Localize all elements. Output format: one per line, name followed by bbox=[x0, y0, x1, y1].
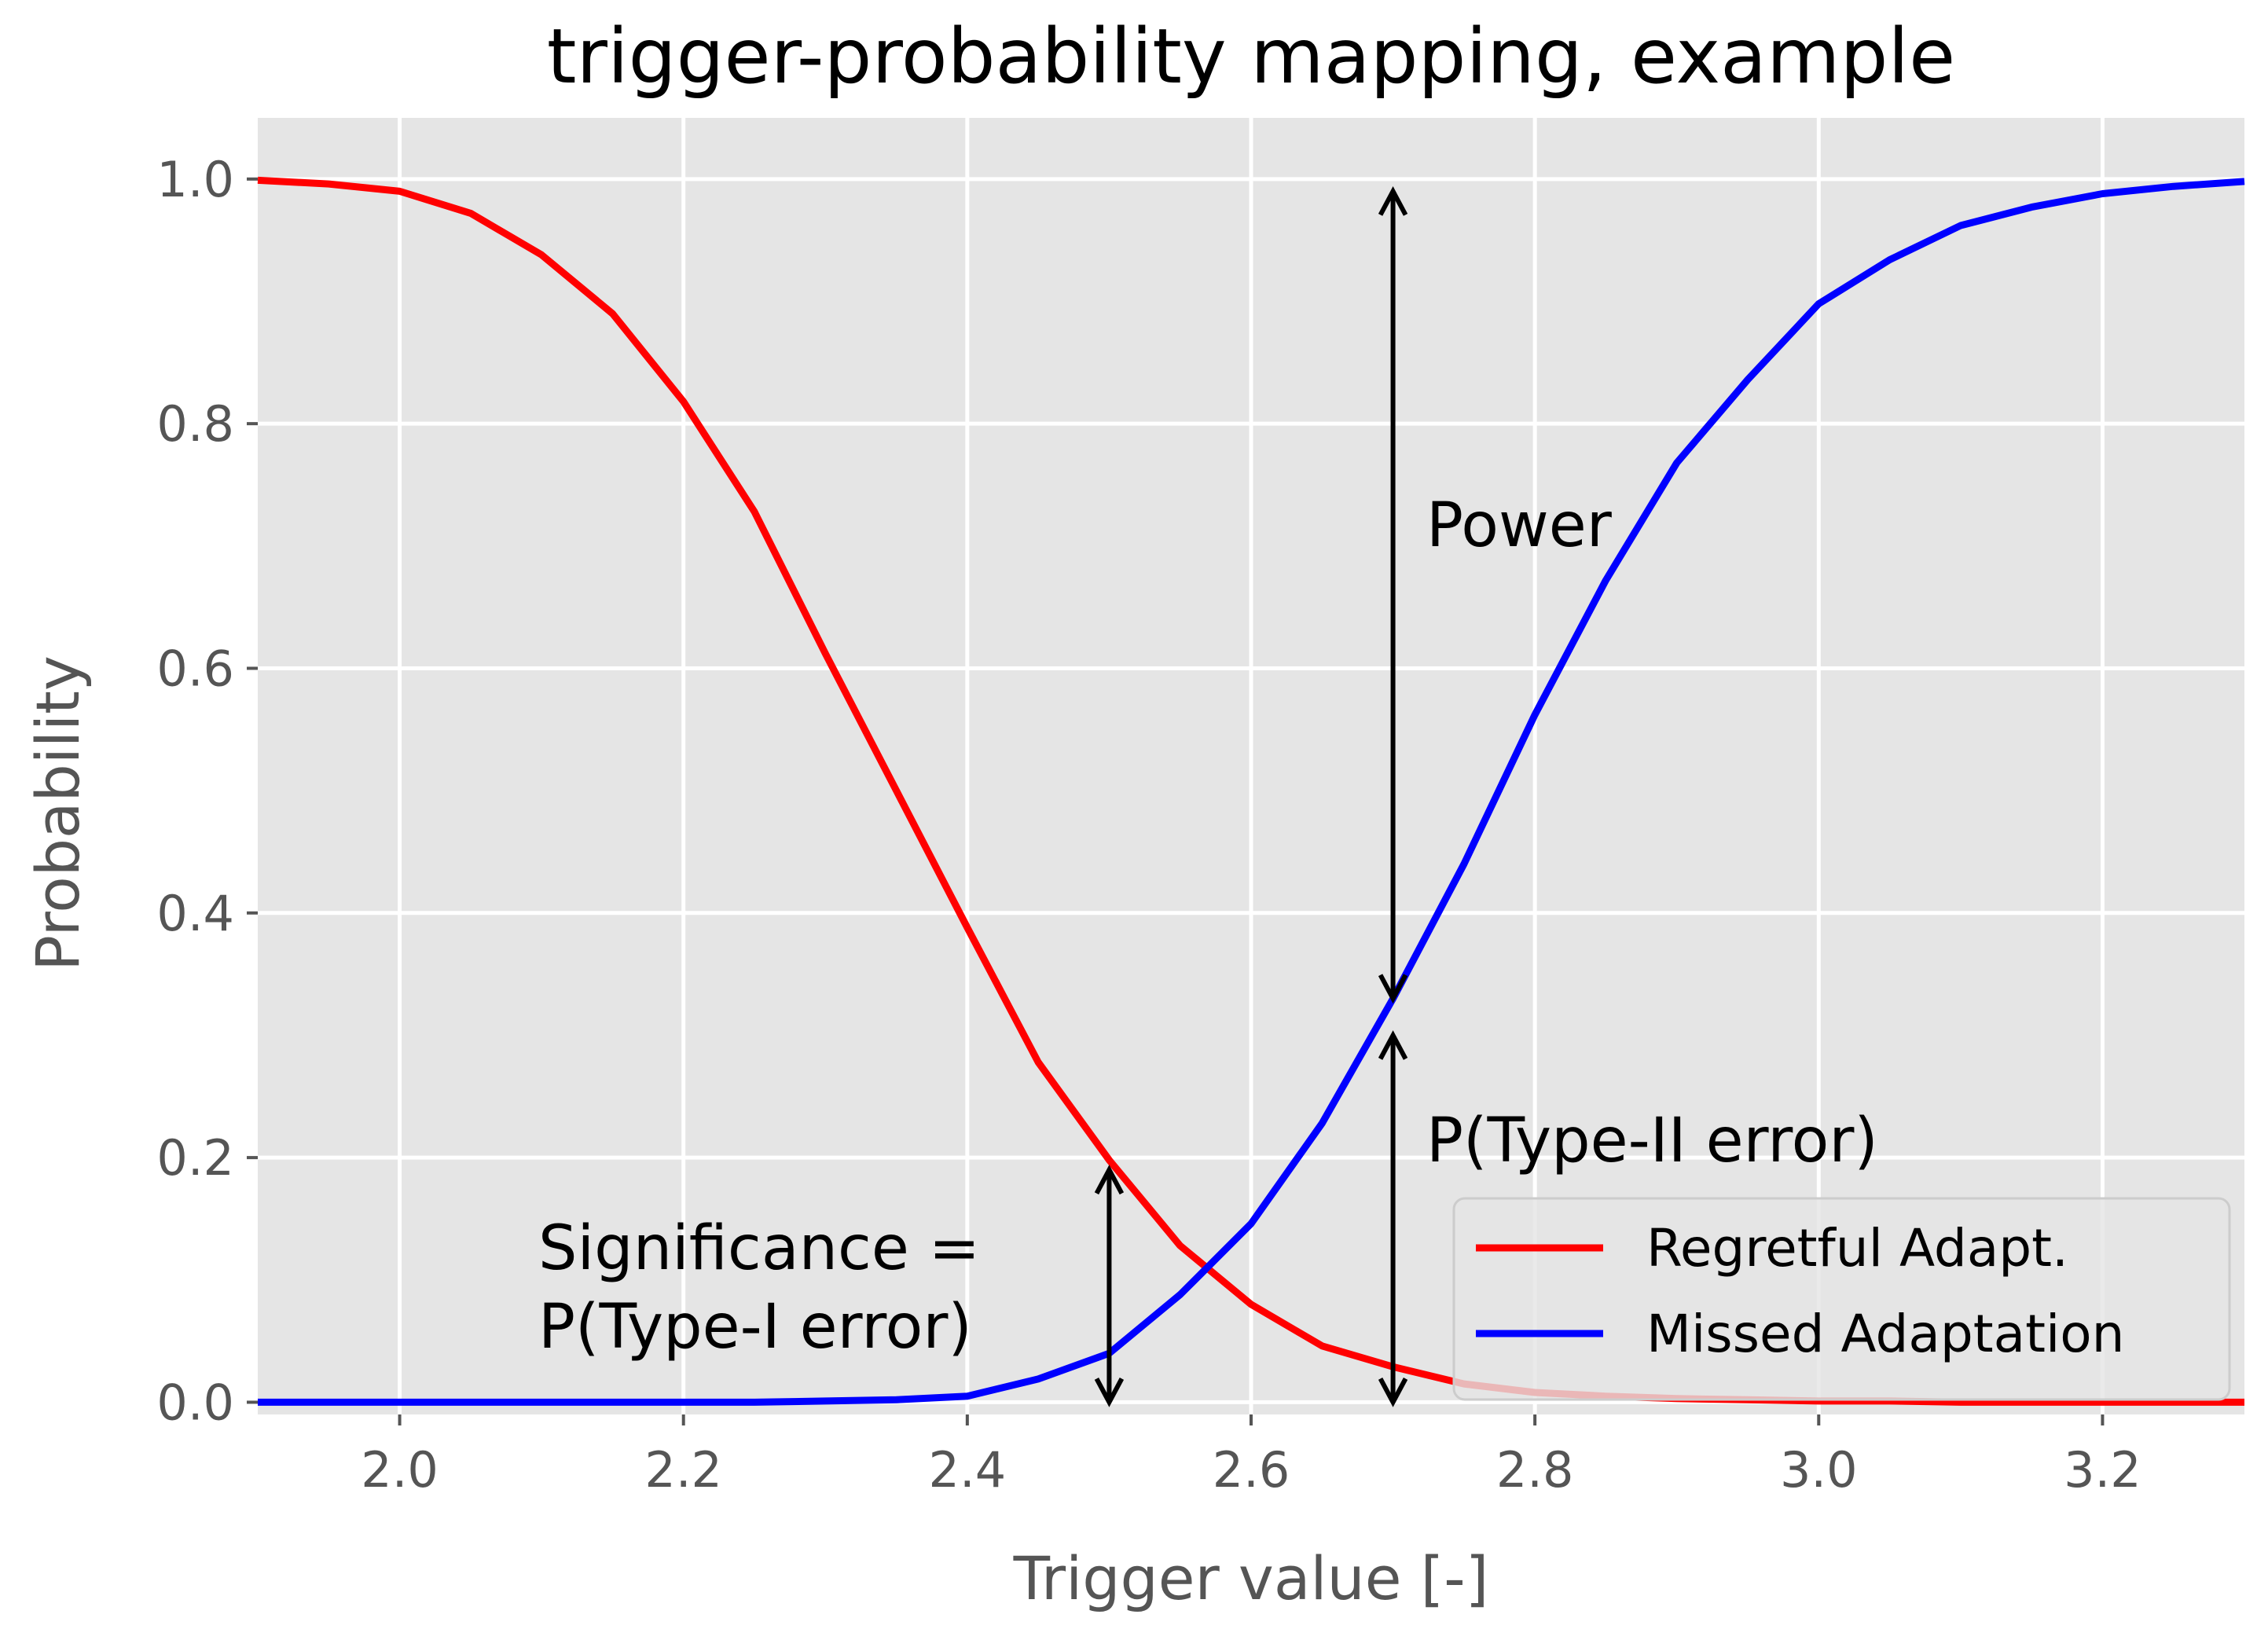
x-tick-label: 3.0 bbox=[1780, 1441, 1858, 1499]
y-axis-label: Probability bbox=[23, 655, 93, 971]
series-lines bbox=[257, 176, 2245, 1406]
y-tick-label: 0.8 bbox=[156, 395, 234, 453]
legend-label: Regretful Adapt. bbox=[1646, 1218, 2068, 1279]
arrow-head bbox=[1094, 1378, 1125, 1407]
y-tick-label: 0.2 bbox=[156, 1129, 234, 1187]
type1-error-arrow bbox=[1094, 1165, 1125, 1407]
x-tick-label: 2.6 bbox=[1213, 1441, 1290, 1499]
arrow-head bbox=[1094, 1165, 1125, 1195]
x-tick-label: 2.2 bbox=[644, 1441, 722, 1499]
y-tick-label: 0.6 bbox=[156, 640, 234, 697]
legend-label: Missed Adaptation bbox=[1646, 1304, 2125, 1364]
arrow-head bbox=[1378, 1378, 1408, 1407]
power-label: Power bbox=[1426, 490, 1613, 561]
type2-error-arrow bbox=[1378, 1030, 1408, 1407]
arrow-head bbox=[1378, 974, 1408, 1004]
x-tick-label: 3.2 bbox=[2064, 1441, 2141, 1499]
y-tick-label: 0.4 bbox=[156, 885, 234, 942]
y-tick-label: 1.0 bbox=[156, 151, 234, 208]
significance-label-line1: Significance = bbox=[538, 1213, 980, 1284]
significance-label-line2: P(Type-I error) bbox=[538, 1292, 972, 1363]
power-arrow bbox=[1378, 186, 1408, 1004]
arrow-head bbox=[1378, 186, 1408, 216]
x-tick-label: 2.4 bbox=[929, 1441, 1007, 1499]
annotations: Power P(Type-II error) Significance = P(Typ… bbox=[538, 186, 1878, 1407]
x-tick-label: 2.8 bbox=[1496, 1441, 1574, 1499]
series-line-regretful-adapt bbox=[257, 176, 2244, 1406]
legend-box bbox=[1452, 1197, 2231, 1401]
x-axis-label: Trigger value [-] bbox=[1013, 1543, 1489, 1613]
x-tick-label: 2.0 bbox=[361, 1441, 439, 1499]
chart-title: trigger-probability mapping, example bbox=[547, 13, 1955, 101]
legend: Regretful Adapt. Missed Adaptation bbox=[1452, 1197, 2231, 1401]
arrow-head bbox=[1378, 1030, 1408, 1060]
y-tick-label: 0.0 bbox=[156, 1374, 234, 1431]
axis-ticks: 2.0 2.2 2.4 2.6 2.8 3.0 3.2 0.0 0.2 0.4 0.6 0.8 1.0 bbox=[156, 151, 2141, 1499]
type2-error-label: P(Type-II error) bbox=[1426, 1106, 1878, 1176]
series-line-missed-adaptation bbox=[258, 178, 2245, 1406]
